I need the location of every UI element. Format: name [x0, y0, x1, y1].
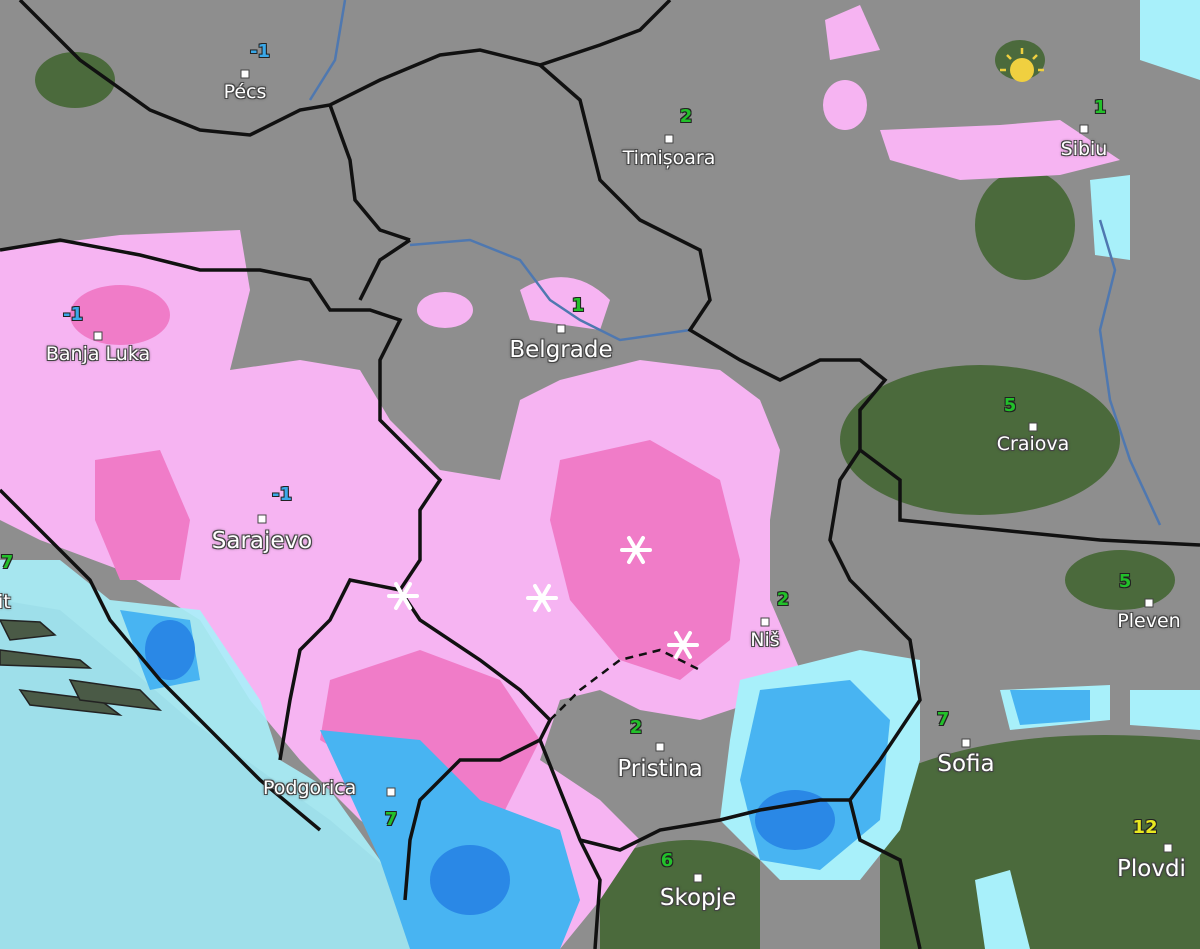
- temperature: 1: [571, 295, 585, 316]
- snowflake-icon: [387, 582, 419, 610]
- temperature: -1: [63, 304, 83, 325]
- city-name: Niš: [750, 629, 780, 651]
- temperature: 7: [0, 552, 14, 573]
- city-name: it: [0, 591, 11, 613]
- city-name: Sarajevo: [211, 528, 313, 554]
- sun-icon: [1000, 48, 1044, 82]
- temperature: 5: [1118, 571, 1132, 592]
- temperature: 5: [1003, 395, 1017, 416]
- city-name: Plovdi: [1117, 856, 1186, 882]
- snowflake-icon: [667, 631, 699, 659]
- city-marker: [240, 69, 250, 79]
- snowflake-icons: [387, 536, 699, 659]
- city-name: Skopje: [659, 885, 737, 911]
- temperature: 7: [384, 809, 398, 830]
- temperature: 2: [776, 589, 790, 610]
- city-name: Pristina: [617, 756, 703, 782]
- temperature: 2: [629, 717, 643, 738]
- city-marker: [693, 873, 703, 883]
- city-marker: [257, 514, 267, 524]
- city-marker: [386, 787, 396, 797]
- city-name: Pleven: [1117, 610, 1181, 632]
- city-name: Pécs: [223, 81, 267, 103]
- temperature: -1: [272, 484, 292, 505]
- temperature: 6: [660, 850, 674, 871]
- city-marker: [664, 134, 674, 144]
- city-name: Craiova: [996, 433, 1070, 455]
- temperature: 12: [1132, 817, 1158, 838]
- city-name: Sibiu: [1060, 138, 1108, 160]
- city-name: Podgorica: [263, 777, 357, 799]
- city-name: Banja Luka: [45, 343, 151, 365]
- city-marker: [961, 738, 971, 748]
- rivers: [308, 0, 1162, 526]
- city-name: Timișoara: [622, 147, 716, 169]
- temperature: 1: [1093, 97, 1107, 118]
- city-name: Belgrade: [509, 337, 613, 363]
- city-marker: [93, 331, 103, 341]
- snowflake-icon: [526, 584, 558, 612]
- rain-heavy-areas: [145, 620, 835, 915]
- temperature: 7: [936, 709, 950, 730]
- temperature: -1: [250, 41, 270, 62]
- temperature: 2: [679, 106, 693, 127]
- clear-sky-areas: [35, 40, 1200, 949]
- city-marker: [760, 617, 770, 627]
- city-name: Sofia: [937, 751, 995, 777]
- city-marker: [1079, 124, 1089, 134]
- islands: [0, 619, 163, 717]
- city-marker: [655, 742, 665, 752]
- city-marker: [1028, 422, 1038, 432]
- snow-heavy-areas: [70, 285, 740, 820]
- city-marker: [556, 324, 566, 334]
- city-marker: [1163, 843, 1173, 853]
- city-marker: [1144, 598, 1154, 608]
- snowflake-icon: [620, 536, 652, 564]
